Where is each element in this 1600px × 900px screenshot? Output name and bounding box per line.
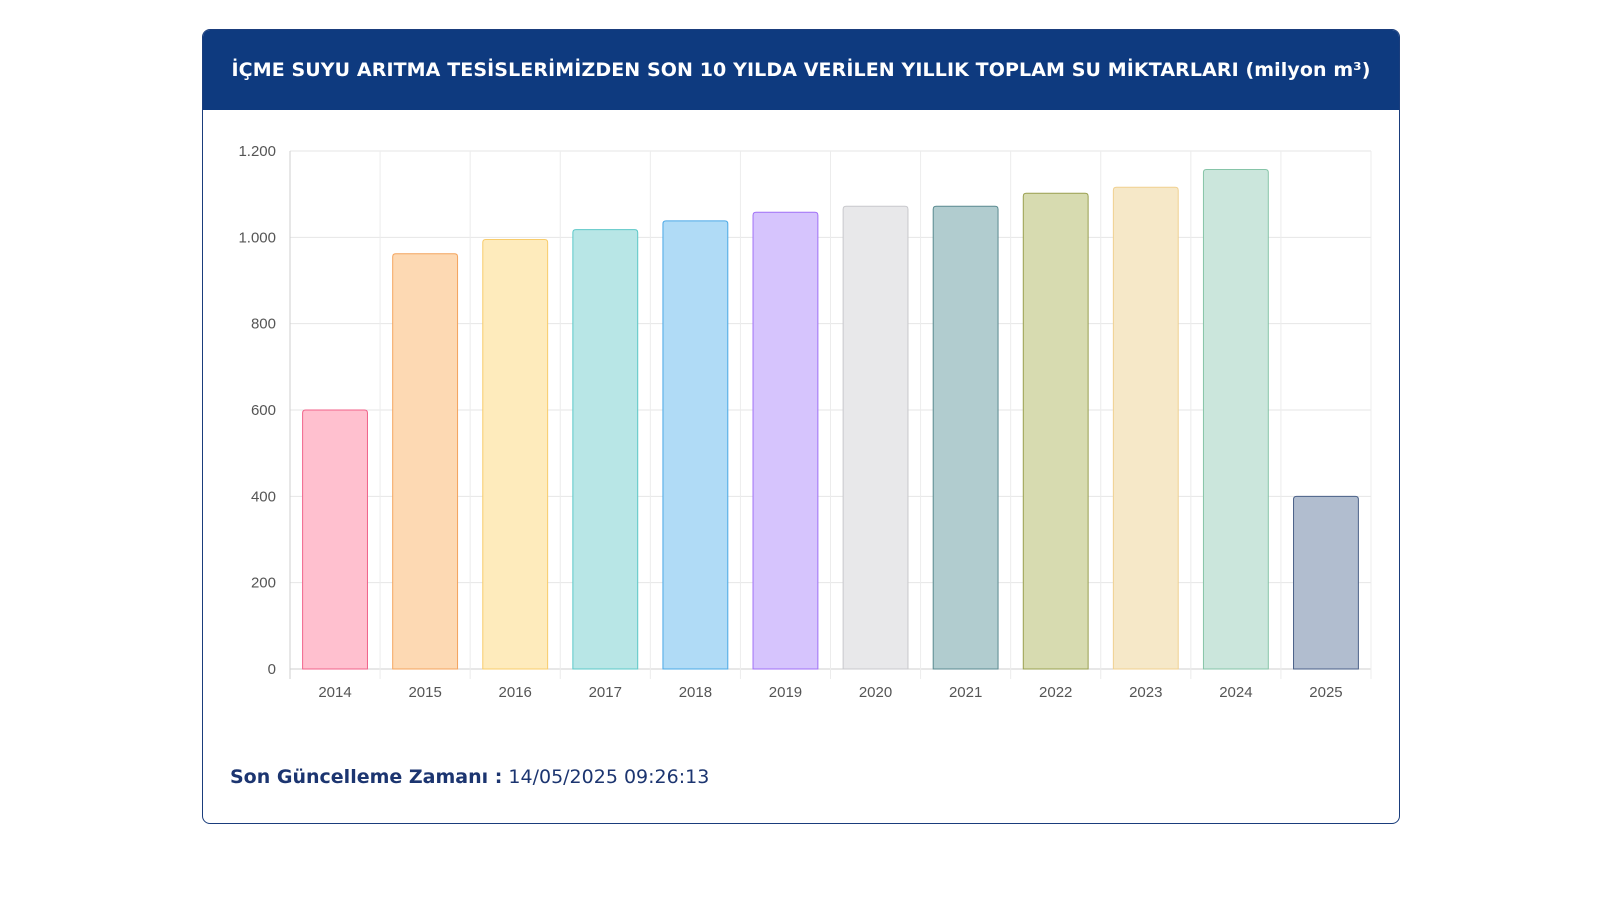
bar-2019[interactable] xyxy=(752,211,819,670)
y-tick-label: 0 xyxy=(268,661,276,678)
x-axis-ticks: 2014 2015 2016 2017 2018 2019 2020 2021 2022 2023… xyxy=(318,684,1342,701)
card-header: İÇME SUYU ARITMA TESİSLERİMİZDEN SON 10 … xyxy=(203,30,1399,110)
bar-2014[interactable] xyxy=(302,409,368,670)
bar-2018[interactable] xyxy=(662,220,729,670)
bar-2020[interactable] xyxy=(842,205,909,670)
y-tick-label: 800 xyxy=(251,316,276,333)
bar-2022[interactable] xyxy=(1022,192,1089,670)
last-update-value: 14/05/2025 09:26:13 xyxy=(502,766,710,788)
x-tick-label: 2019 xyxy=(769,684,802,701)
chart-bars xyxy=(302,169,1359,670)
bar-2023[interactable] xyxy=(1112,186,1179,670)
bar-2017[interactable] xyxy=(572,229,639,670)
chart-grid xyxy=(289,150,1372,679)
bar-2015[interactable] xyxy=(392,253,459,670)
bar-2021[interactable] xyxy=(932,205,999,670)
bar-2024[interactable] xyxy=(1202,169,1269,670)
y-tick-label: 1.000 xyxy=(238,229,276,246)
y-tick-label: 200 xyxy=(251,575,276,592)
x-tick-label: 2023 xyxy=(1129,684,1162,701)
bar-2016[interactable] xyxy=(482,238,549,670)
x-tick-label: 2025 xyxy=(1309,684,1342,701)
x-tick-label: 2021 xyxy=(949,684,982,701)
y-axis-ticks: 0 200 400 600 800 1.000 1.200 xyxy=(238,143,276,678)
y-tick-label: 1.200 xyxy=(238,143,276,160)
x-tick-label: 2017 xyxy=(589,684,622,701)
x-tick-label: 2016 xyxy=(499,684,532,701)
last-update-label: Son Güncelleme Zamanı : xyxy=(230,766,503,788)
last-update: Son Güncelleme Zamanı : 14/05/2025 09:26… xyxy=(230,766,709,788)
y-tick-label: 600 xyxy=(251,402,276,419)
x-tick-label: 2018 xyxy=(679,684,712,701)
y-tick-label: 400 xyxy=(251,488,276,505)
x-tick-label: 2022 xyxy=(1039,684,1072,701)
chart-title: İÇME SUYU ARITMA TESİSLERİMİZDEN SON 10 … xyxy=(231,59,1371,81)
x-tick-label: 2014 xyxy=(318,684,351,701)
x-tick-label: 2024 xyxy=(1219,684,1252,701)
bar-2025[interactable] xyxy=(1293,495,1359,670)
x-tick-label: 2020 xyxy=(859,684,892,701)
x-tick-label: 2015 xyxy=(408,684,441,701)
